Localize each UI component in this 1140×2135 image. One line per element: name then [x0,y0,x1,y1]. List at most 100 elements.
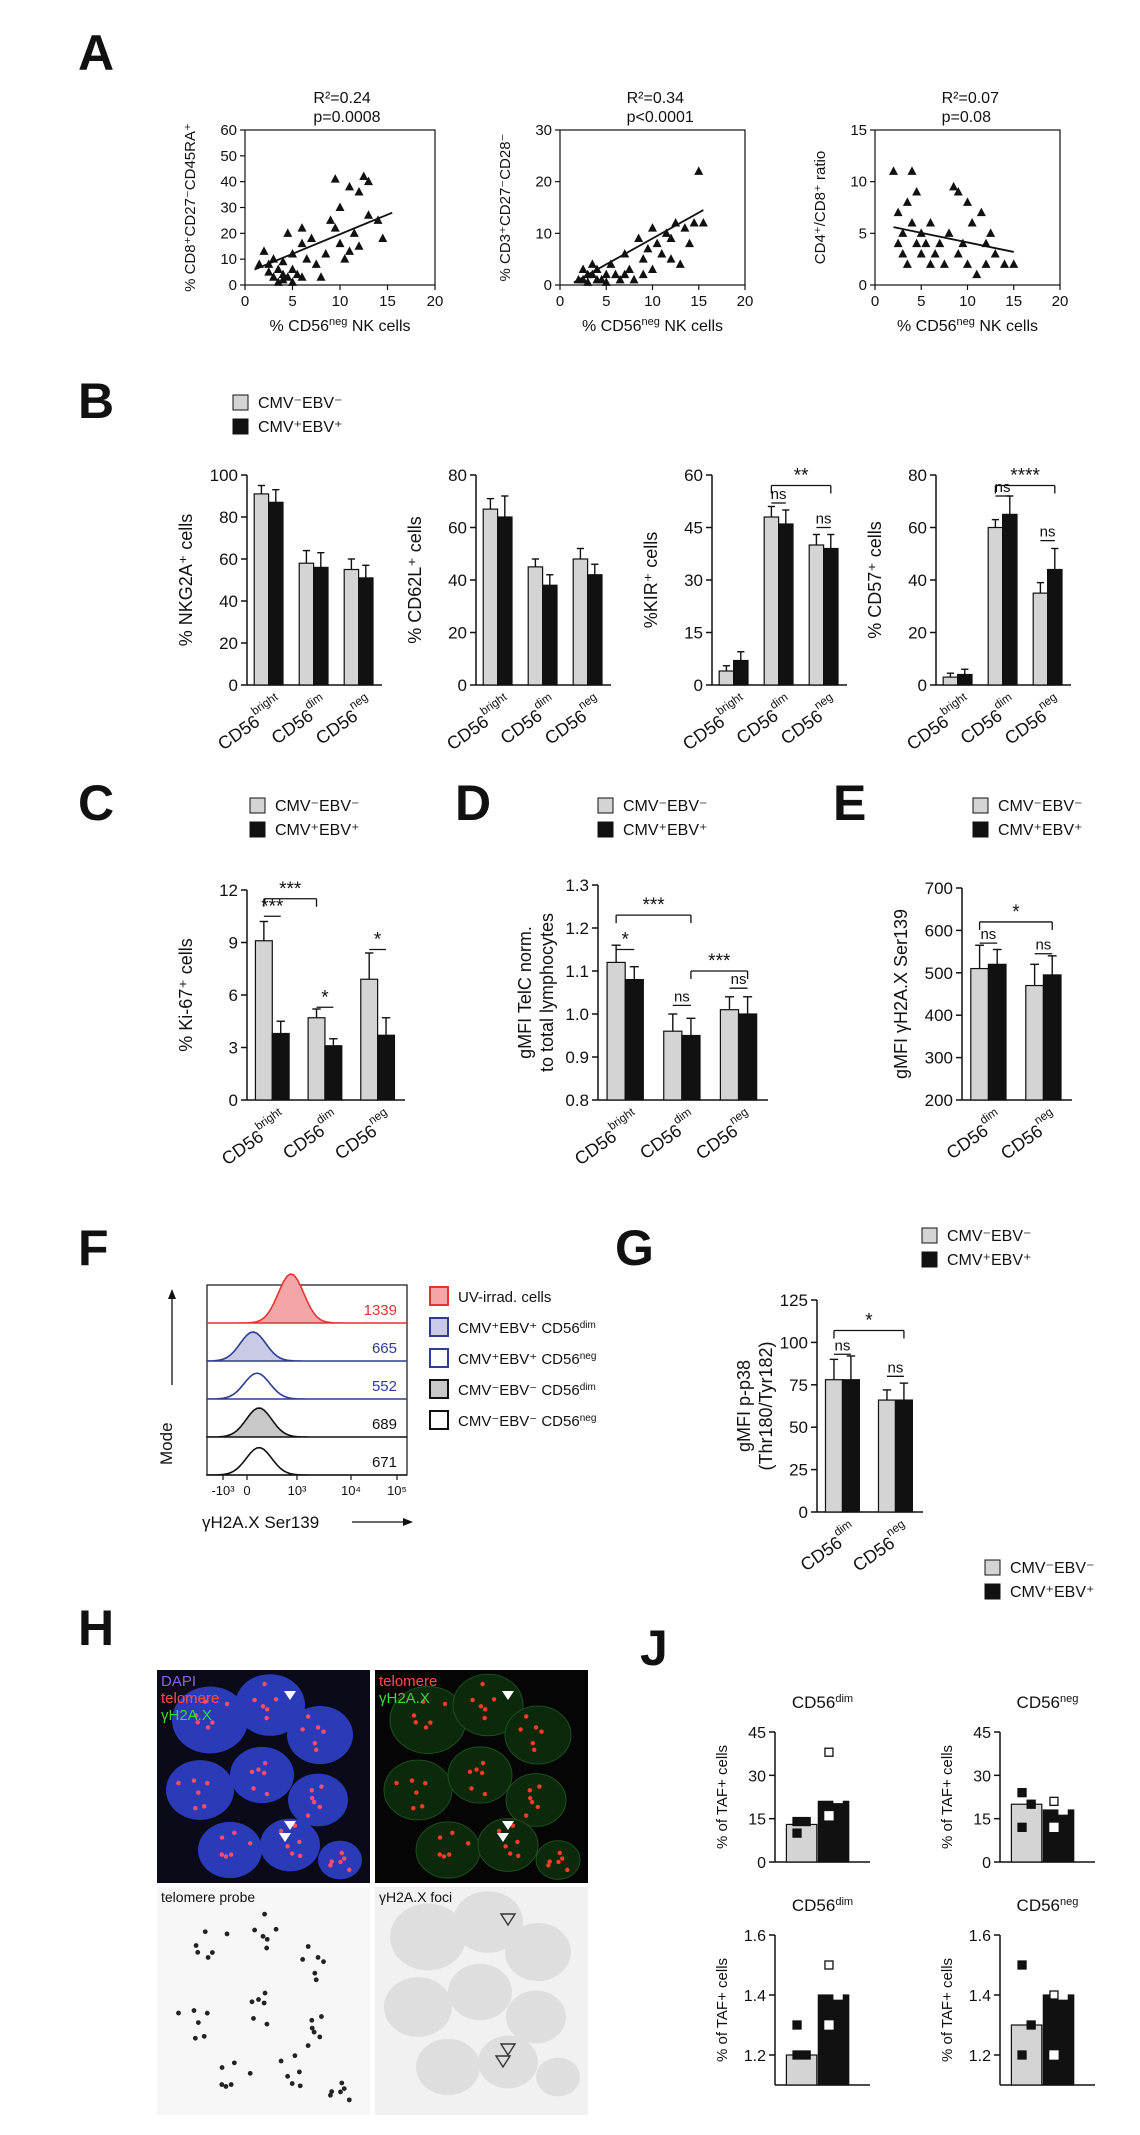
data-point [583,277,593,286]
data-point [792,2020,802,2030]
telomere-spot [203,1699,208,1704]
data-point [981,259,991,268]
probe-spot [195,1949,201,1955]
data-point [916,249,926,258]
legend-swatch-light [597,797,614,814]
significance-label: *** [279,879,302,900]
bar [877,1399,897,1513]
data-point [288,277,297,286]
probe-spot [321,1959,326,1965]
probe-spot [309,2025,315,2031]
bar-chart-b4: 020406080CD56brightCD56dimCD56negnsns***… [865,466,1071,754]
y-tick-label: 0 [458,676,467,695]
bar [970,967,989,1101]
data-point [643,243,653,253]
nucleus [230,1746,294,1804]
probe-spot [328,2092,333,2098]
telomere-spot [532,1747,537,1752]
data-point [921,238,931,248]
legend-swatch-light [972,797,989,814]
data-point [685,238,694,248]
data-point [1049,1822,1059,1832]
data-point [990,249,1000,258]
probe-spot [224,1931,230,1937]
x-tick-label: 20 [737,293,754,310]
probe-spot [176,2010,181,2016]
telomere-spot [413,1720,418,1725]
y-tick-label: 100 [210,466,238,485]
legend-label: CMV⁻EBV⁻ CD56dim [458,1382,596,1400]
bar-chart-j2: 0 15 30 45 CD56neg % of TAF+ cells [939,1693,1095,1872]
telomere-spot [428,1720,433,1725]
bar [737,1013,758,1101]
bar [1001,513,1018,686]
data-point [349,228,359,237]
telomere-spot [437,1835,443,1840]
y-tick-label: 80 [448,466,467,485]
bar-chart-j4: 1.2 1.4 1.6 CD56neg % of TAF+ cells [939,1896,1095,2086]
telomere-spot [317,1804,322,1810]
telomere-spot [252,1697,257,1703]
x-tick-label: 15 [690,293,707,310]
y-tick-label: 60 [684,466,703,485]
y-tick-label: 25 [789,1461,808,1480]
probe-spot [305,1944,311,1949]
scatter-a2: 0 5 10 15 20 0 10 20 30 R²=0.34 p<0.0001 % CD56neg … [497,90,753,335]
telomere-spot [262,1681,267,1687]
y-tick-label: 600 [925,921,953,940]
telomere-spot [524,1714,529,1719]
legend-swatch [429,1410,449,1430]
mfi-value: 1339 [364,1302,397,1319]
data-point [1049,1796,1059,1806]
x-tick-label: 10⁴ [341,1483,361,1498]
telomere-spot [515,1839,520,1845]
label-dapi: DAPI [161,1673,196,1690]
histogram-f: 1339 665 552 689 671 -10³ 0 10³ 10⁴ 10⁵ Mode γH2A.X… [157,1273,596,1532]
x-tick-label: 5 [288,293,296,310]
y-tick-label: 0 [544,277,552,294]
bar [254,940,273,1101]
arrow-head [403,1518,413,1526]
significance-label: ns [771,486,787,503]
probe-spot [319,2014,324,2019]
legend-c: CMV⁻EBV⁻ CMV⁺EBV⁺ [249,797,359,839]
y-tick-label: 0 [694,676,703,695]
legend-label-light: CMV⁻EBV⁻ [998,798,1082,815]
data-point [648,264,657,273]
arrowhead-outline [494,2055,512,2069]
bar [808,544,825,686]
bar [572,558,589,686]
data-point [321,249,331,258]
fit-line [893,226,1014,253]
data-point [597,274,607,284]
y-axis-label: %KIR⁺ cells [641,532,661,629]
data-point [902,197,912,206]
telomere-spot [219,1852,224,1857]
x-category-label: CD56dim [633,1105,701,1163]
telomere-spot [193,1713,199,1718]
nucleus-outline [383,1759,453,1821]
y-tick-label: 10 [220,251,237,268]
data-point [930,249,940,258]
telomere-spot [205,1725,211,1730]
data-point [373,215,383,224]
probe-spot [219,2065,225,2070]
probe-spot [261,2000,267,2006]
telomere-spot [442,1701,448,1707]
telomere-spot [300,1727,305,1732]
legend-b: CMV⁻EBV⁻ CMV⁺EBV⁺ [232,394,342,436]
data-point [359,171,369,180]
bar [541,584,558,686]
chart-title: CD56neg [1017,1896,1079,1915]
significance-label: *** [642,895,665,916]
data-point [302,254,312,263]
legend-label-dark: CMV⁺EBV⁺ [623,822,707,839]
bar [343,568,360,686]
x-tick-label: 0 [556,293,564,310]
data-point [278,274,288,284]
data-point [675,259,685,268]
x-tick-label: -10³ [211,1483,235,1498]
telomere-spot [530,1740,536,1746]
legend-swatch [429,1317,449,1337]
